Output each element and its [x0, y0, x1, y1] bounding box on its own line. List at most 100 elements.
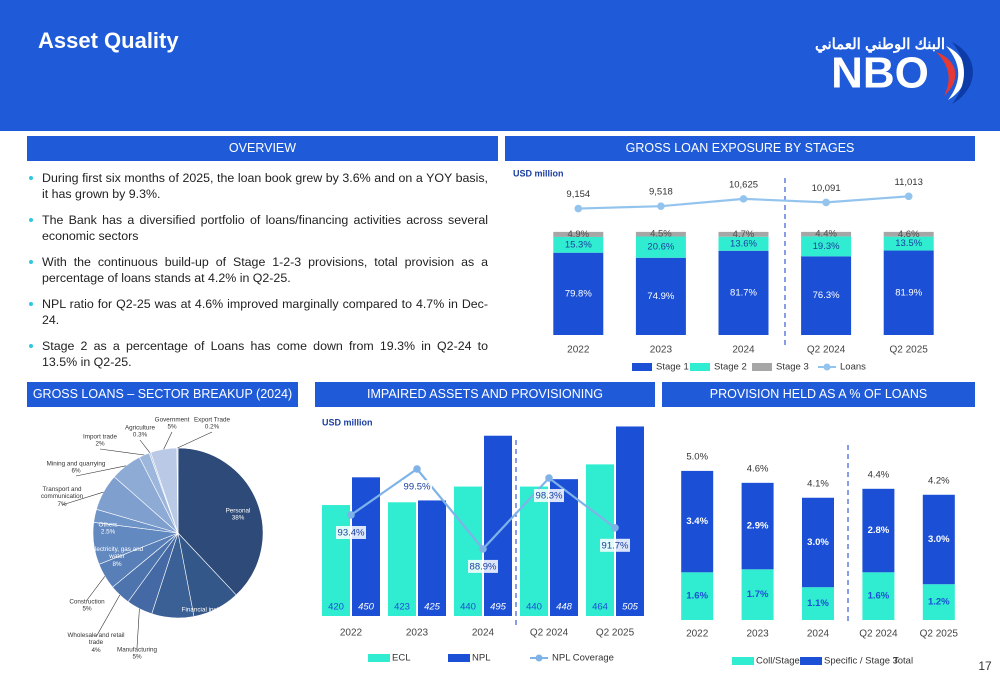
bar-segment [801, 256, 852, 335]
legend-label: Loans [840, 362, 866, 373]
data-label: 1.6% [868, 591, 890, 602]
legend-label: NPL Coverage [552, 653, 614, 664]
leader-line [177, 431, 213, 449]
legend-swatch [752, 363, 772, 371]
panel-header: GROSS LOAN EXPOSURE BY STAGES [505, 136, 975, 161]
line-marker [739, 195, 748, 203]
x-tick-label: 2023 [746, 629, 769, 640]
data-label: 3.0% [928, 534, 950, 545]
legend-label: Stage 3 [776, 362, 809, 373]
x-tick-label: Q2 2025 [596, 628, 635, 639]
data-label: 10,091 [812, 183, 841, 194]
line-marker [822, 198, 830, 207]
legend-label: Specific / Stage 3 [824, 656, 898, 667]
x-tick-label: 2022 [686, 629, 709, 640]
x-tick-label: 2022 [340, 628, 363, 639]
data-label: 495 [490, 602, 507, 613]
value-label: 0.2% [204, 424, 220, 431]
data-label: 4.9% [567, 229, 589, 240]
bar-segment [801, 236, 852, 257]
data-label: 4.4% [815, 229, 837, 240]
data-label: 2.9% [747, 521, 769, 532]
chart-subtitle: USD million [322, 417, 373, 427]
data-label: 1.7% [747, 589, 769, 600]
x-tick-label: 2024 [732, 345, 755, 356]
bar-segment [635, 236, 686, 258]
legend-label: NPL [472, 653, 490, 664]
data-label: 1.2% [928, 597, 950, 608]
bar [484, 435, 512, 616]
total-label: 4.6% [747, 463, 769, 474]
leader-line [95, 594, 121, 638]
pie-label: Transport and communication 7% [30, 486, 94, 508]
total-label: 4.1% [807, 478, 829, 489]
header-band [0, 0, 1000, 131]
pie-label: Wholesale and retail trade 4% [64, 632, 128, 654]
label-bg [402, 480, 432, 493]
x-tick-label: 2023 [650, 345, 673, 356]
bar [418, 500, 446, 616]
value-label: 2% [95, 441, 105, 448]
leader-line [86, 576, 106, 601]
x-tick-label: Q2 2025 [890, 345, 929, 356]
x-tick-label: 2023 [406, 628, 429, 639]
pie-label: Service 8% [142, 624, 206, 639]
data-label: 76.3% [813, 290, 840, 301]
logo-icon [936, 42, 973, 104]
data-label: 440 [460, 602, 476, 613]
category-label: Transport and communication [40, 485, 84, 501]
bar-segment [922, 584, 955, 620]
legend-swatch [690, 363, 710, 371]
pie-label: Mining and quarrying 6% [44, 461, 108, 476]
leader-line [139, 439, 151, 453]
leader-line [99, 448, 145, 456]
bar-segment [718, 250, 769, 335]
legend-label: Coll/Stage 1-2 [756, 656, 816, 667]
leader-line [136, 608, 140, 649]
logo-text: NBO [831, 49, 929, 98]
total-label: 4.2% [928, 475, 950, 486]
data-label: 440 [526, 602, 542, 613]
data-label: 13.5% [895, 238, 922, 249]
category-label: Import trade [83, 433, 117, 441]
pie-slice [177, 447, 264, 596]
total-label: 5.0% [686, 451, 708, 462]
label-bg [468, 559, 498, 573]
category-label: Government [154, 416, 190, 424]
legend-swatch [732, 657, 754, 665]
bullet: The Bank has a diversified portfolio of … [28, 212, 488, 244]
legend-swatch [368, 654, 390, 662]
line-marker [413, 465, 421, 473]
value-label: 8% [112, 560, 122, 568]
legend-swatch [800, 657, 822, 665]
data-label: 425 [424, 602, 441, 613]
legend-swatch [535, 654, 543, 662]
legend-label: Total [893, 656, 913, 667]
line-marker [347, 511, 355, 519]
data-label: 4.5% [650, 229, 672, 240]
label-bg [534, 489, 564, 503]
value-label: 6% [71, 468, 81, 475]
data-label: 450 [358, 602, 375, 613]
data-label: 3.0% [807, 537, 829, 548]
bar [322, 505, 350, 616]
pie-label: Government 5% [140, 417, 204, 432]
bar-segment [741, 482, 774, 570]
panel-header: PROVISION HELD AS A % OF LOANS [662, 382, 975, 407]
pie-label: Construction 5% [55, 599, 119, 614]
bar [520, 486, 548, 616]
logo-swoosh [936, 52, 956, 96]
data-label: 420 [328, 602, 344, 613]
data-label: 19.3% [813, 241, 840, 252]
category-label: Personal [225, 507, 251, 515]
bar-segment [883, 236, 934, 251]
logo-swoosh [946, 46, 966, 100]
label-bg [336, 525, 366, 539]
category-label: Electricity, gas and water [90, 545, 144, 561]
category-label: Wholesale and retail trade [67, 631, 125, 647]
pie-label: Import trade 2% [68, 434, 132, 449]
bar-segment [553, 252, 604, 335]
x-tick-label: Q2 2024 [859, 629, 898, 640]
line-marker [611, 524, 619, 532]
value-label: 9% [205, 614, 215, 621]
